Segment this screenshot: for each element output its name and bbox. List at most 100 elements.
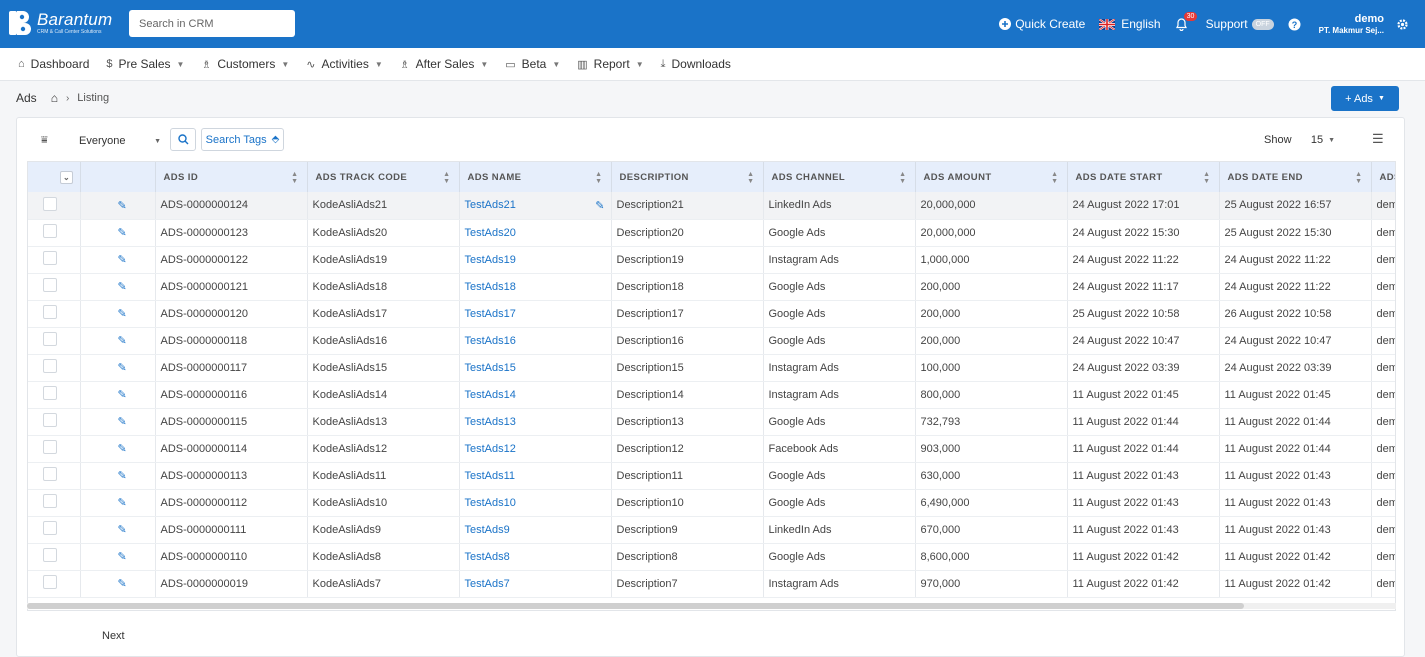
- scrollbar-thumb[interactable]: [27, 603, 1244, 609]
- pencil-icon[interactable]: ✎: [595, 199, 605, 212]
- sort-icon[interactable]: ▲ ▼: [291, 171, 299, 185]
- sort-icon[interactable]: ▲ ▼: [747, 171, 755, 185]
- table-row[interactable]: ✎ ADS-0000000123 KodeAsliAds20 TestAds20 Des…: [28, 219, 1395, 247]
- notification-button[interactable]: 30: [1175, 11, 1198, 31]
- table-row[interactable]: ✎ ADS-0000000122 KodeAsliAds19 TestAds19 Des…: [28, 246, 1395, 274]
- column-header[interactable]: ADS DATE START ▲ ▼: [1067, 162, 1220, 192]
- row-edit-cell[interactable]: ✎: [80, 219, 156, 247]
- search-tags-button[interactable]: Search Tags ⬘: [201, 128, 284, 151]
- sort-icon[interactable]: ▲ ▼: [1203, 171, 1211, 185]
- table-cell[interactable]: TestAds13: [459, 408, 612, 436]
- table-cell[interactable]: TestAds8: [459, 543, 612, 571]
- table-cell[interactable]: TestAds10: [459, 489, 612, 517]
- row-edit-cell[interactable]: ✎: [80, 300, 156, 328]
- table-row[interactable]: ✎ ADS-0000000121 KodeAsliAds18 TestAds18 Des…: [28, 273, 1395, 301]
- column-header[interactable]: ADS AMOUNT ▲ ▼: [915, 162, 1068, 192]
- row-edit-cell[interactable]: ✎: [80, 462, 156, 490]
- language-selector[interactable]: English: [1099, 17, 1161, 31]
- row-edit-cell[interactable]: ✎: [80, 543, 156, 571]
- pencil-icon[interactable]: ✎: [117, 470, 127, 482]
- ads-name-link[interactable]: TestAds18: [464, 280, 516, 293]
- menu-customers[interactable]: ♗ Customers ▼: [201, 57, 289, 71]
- table-cell[interactable]: TestAds19: [459, 246, 612, 274]
- row-select-cell[interactable]: [28, 192, 81, 220]
- menu-after-sales[interactable]: ♗ After Sales ▼: [400, 57, 489, 71]
- sort-icon[interactable]: ▲ ▼: [1355, 171, 1363, 185]
- row-checkbox[interactable]: [43, 224, 57, 238]
- table-row[interactable]: ✎ ADS-0000000114 KodeAsliAds12 TestAds12 Des…: [28, 435, 1395, 463]
- table-row[interactable]: ✎ ADS-0000000116 KodeAsliAds14 TestAds14 Des…: [28, 381, 1395, 409]
- column-header[interactable]: ADS NAME ▲ ▼: [459, 162, 612, 192]
- ads-name-link[interactable]: TestAds7: [464, 577, 510, 590]
- column-header[interactable]: ADS TRACK CODE ▲ ▼: [307, 162, 460, 192]
- table-cell[interactable]: TestAds21 ✎: [459, 192, 612, 220]
- table-cell[interactable]: TestAds17: [459, 300, 612, 328]
- row-checkbox[interactable]: [43, 440, 57, 454]
- pencil-icon[interactable]: ✎: [117, 551, 127, 563]
- row-select-cell[interactable]: [28, 516, 81, 544]
- menu-beta[interactable]: ▭ Beta ▼: [505, 57, 560, 71]
- row-edit-cell[interactable]: ✎: [80, 354, 156, 382]
- pencil-icon[interactable]: ✎: [117, 254, 127, 266]
- row-checkbox[interactable]: [43, 467, 57, 481]
- settings-button[interactable]: [1396, 18, 1413, 31]
- brand-logo[interactable]: Barantum CRM & Call Center Solutions: [8, 9, 112, 37]
- table-cell[interactable]: TestAds18: [459, 273, 612, 301]
- column-header[interactable]: ADS: [1371, 162, 1395, 192]
- row-edit-cell[interactable]: ✎: [80, 381, 156, 409]
- pencil-icon[interactable]: ✎: [117, 281, 127, 293]
- row-select-cell[interactable]: [28, 273, 81, 301]
- sort-icon[interactable]: ▲ ▼: [1051, 171, 1059, 185]
- pencil-icon[interactable]: ✎: [117, 389, 127, 401]
- horizontal-scrollbar[interactable]: [27, 603, 1396, 609]
- row-edit-cell[interactable]: ✎: [80, 435, 156, 463]
- row-edit-cell[interactable]: ✎: [80, 246, 156, 274]
- pencil-icon[interactable]: ✎: [117, 497, 127, 509]
- table-cell[interactable]: TestAds16: [459, 327, 612, 355]
- row-checkbox[interactable]: [43, 386, 57, 400]
- breadcrumb-module[interactable]: Ads: [16, 91, 37, 105]
- crm-search-input[interactable]: [129, 10, 295, 37]
- table-row[interactable]: ✎ ADS-0000000115 KodeAsliAds13 TestAds13 Des…: [28, 408, 1395, 436]
- row-select-cell[interactable]: [28, 219, 81, 247]
- column-header[interactable]: ADS CHANNEL ▲ ▼: [763, 162, 916, 192]
- row-select-cell[interactable]: [28, 435, 81, 463]
- user-menu[interactable]: demo PT. Makmur Sej...: [1319, 13, 1384, 35]
- ads-name-link[interactable]: TestAds20: [464, 226, 516, 239]
- add-ads-button[interactable]: + Ads ▼: [1331, 86, 1399, 111]
- sort-icon[interactable]: ▲ ▼: [595, 171, 603, 185]
- row-edit-cell[interactable]: ✎: [80, 327, 156, 355]
- table-cell[interactable]: TestAds14: [459, 381, 612, 409]
- table-cell[interactable]: TestAds7: [459, 570, 612, 598]
- table-row[interactable]: ✎ ADS-0000000117 KodeAsliAds15 TestAds15 Des…: [28, 354, 1395, 382]
- row-checkbox[interactable]: [43, 575, 57, 589]
- table-row[interactable]: ✎ ADS-0000000118 KodeAsliAds16 TestAds16 Des…: [28, 327, 1395, 355]
- menu-pre-sales[interactable]: $ Pre Sales ▼: [106, 57, 184, 71]
- table-row[interactable]: ✎ ADS-0000000111 KodeAsliAds9 TestAds9 Descr…: [28, 516, 1395, 544]
- pencil-icon[interactable]: ✎: [117, 443, 127, 455]
- pencil-icon[interactable]: ✎: [117, 416, 127, 428]
- row-checkbox[interactable]: [43, 196, 57, 211]
- sort-icon[interactable]: ▲ ▼: [899, 171, 907, 185]
- row-select-cell[interactable]: [28, 462, 81, 490]
- ads-name-link[interactable]: TestAds10: [464, 496, 516, 509]
- row-edit-cell[interactable]: ✎: [80, 192, 156, 220]
- filter-icon[interactable]: ⩸: [41, 134, 48, 146]
- row-checkbox[interactable]: [43, 278, 57, 292]
- column-header[interactable]: DESCRIPTION ▲ ▼: [611, 162, 764, 192]
- pencil-icon[interactable]: ✎: [117, 227, 127, 239]
- table-row[interactable]: ✎ ADS-0000000112 KodeAsliAds10 TestAds10 Des…: [28, 489, 1395, 517]
- row-select-cell[interactable]: [28, 543, 81, 571]
- ads-name-link[interactable]: TestAds12: [464, 442, 516, 455]
- row-select-cell[interactable]: [28, 570, 81, 598]
- menu-downloads[interactable]: ⤓ Downloads: [661, 57, 731, 71]
- ads-name-link[interactable]: TestAds11: [464, 469, 516, 482]
- next-page-button[interactable]: Next: [102, 630, 125, 642]
- column-header[interactable]: ADS DATE END ▲ ▼: [1219, 162, 1372, 192]
- row-checkbox[interactable]: [43, 494, 57, 508]
- table-row[interactable]: ✎ ADS-0000000110 KodeAsliAds8 TestAds8 Descr…: [28, 543, 1395, 571]
- ads-name-link[interactable]: TestAds19: [464, 253, 516, 266]
- table-cell[interactable]: TestAds20: [459, 219, 612, 247]
- pencil-icon[interactable]: ✎: [117, 362, 127, 374]
- row-select-cell[interactable]: [28, 300, 81, 328]
